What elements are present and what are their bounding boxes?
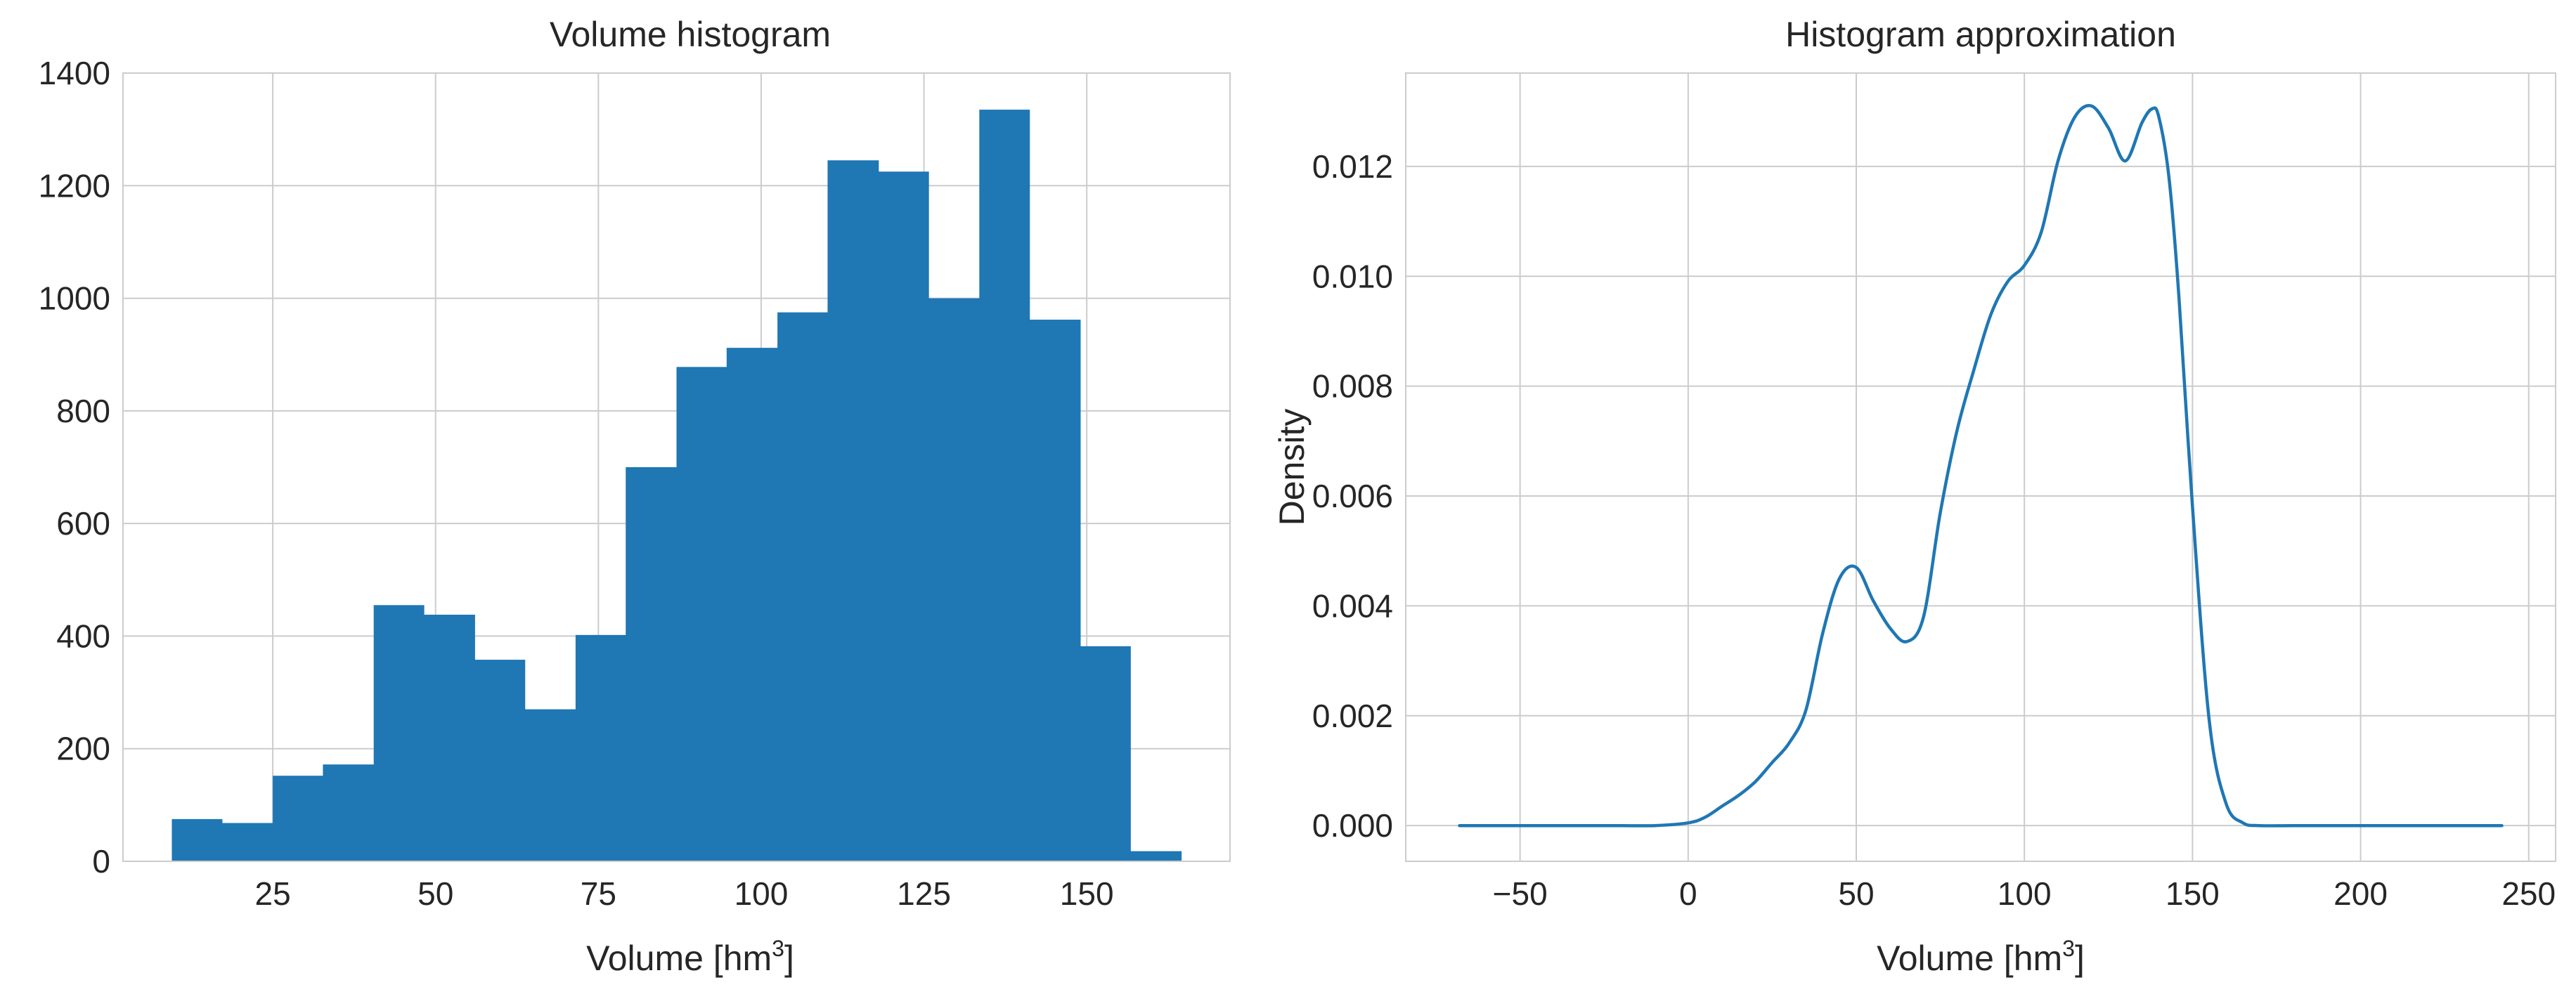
y-tick-label: 800 — [56, 393, 110, 429]
x-tick-label: 250 — [2501, 875, 2556, 912]
x-tick-label: 150 — [1060, 875, 1114, 912]
y-tick-label: 0.000 — [1312, 807, 1393, 844]
plot-area — [1406, 73, 2556, 861]
chart-title: Histogram approximation — [1785, 15, 2176, 54]
histogram-bar — [1029, 320, 1081, 861]
x-tick-label: 25 — [255, 875, 291, 912]
x-axis-label-main: Volume [hm — [1877, 939, 2062, 978]
histogram-bar — [221, 823, 273, 861]
density-curve — [1458, 104, 2504, 828]
histogram-bar — [524, 709, 576, 861]
histogram-bar — [626, 467, 678, 861]
y-tick-label: 0.006 — [1312, 478, 1393, 514]
y-tick-label: 1200 — [39, 167, 110, 204]
histogram-bar — [979, 110, 1030, 861]
histogram-bar — [827, 160, 879, 861]
histogram-bar — [171, 818, 223, 861]
y-tick-label: 400 — [56, 618, 110, 654]
tick-labels: −50 0 50 100 150 200 250 0.000 0.002 0.004 0.006 0.… — [1312, 148, 2556, 912]
x-axis-label-main: Volume [hm — [586, 939, 772, 978]
y-tick-label: 0.008 — [1312, 368, 1393, 405]
histogram-approximation-panel: −50 0 50 100 150 200 250 0.000 0.002 0.004 0.006 0.… — [1272, 15, 2556, 978]
y-axis-label: Density — [1272, 409, 1312, 526]
x-axis-label-sup: 3 — [2062, 936, 2075, 961]
y-tick-label: 0.004 — [1312, 587, 1393, 624]
histogram-bar — [373, 605, 425, 861]
histogram-bar — [424, 614, 475, 861]
volume-histogram-panel: 25 50 75 100 125 150 0 200 400 600 800 1000 1200 1400… — [39, 15, 1231, 978]
x-tick-label: 50 — [418, 875, 453, 912]
tick-labels: 25 50 75 100 125 150 0 200 400 600 800 1000 1200 1400 — [39, 55, 1114, 912]
x-axis-label-end: ] — [784, 939, 794, 978]
y-tick-label: 1000 — [39, 280, 110, 317]
x-axis-label-end: ] — [2075, 939, 2085, 978]
axes-frame — [122, 72, 1231, 862]
x-tick-label: 125 — [897, 875, 951, 912]
chart-title: Volume histogram — [550, 15, 831, 54]
histogram-bar — [1080, 646, 1131, 861]
histogram-bar — [575, 634, 626, 861]
histogram-bar — [323, 764, 375, 861]
histogram-bar — [474, 660, 526, 861]
histogram-bar — [273, 776, 324, 861]
histogram-bar — [726, 348, 778, 861]
y-tick-label: 600 — [56, 505, 110, 542]
axes-frame — [1405, 72, 2556, 862]
y-tick-label: 0.002 — [1312, 698, 1393, 734]
histogram-bars — [171, 110, 1182, 862]
y-tick-label: 200 — [56, 731, 110, 767]
y-tick-label: 0 — [92, 843, 110, 880]
x-tick-label: 100 — [1998, 875, 2052, 912]
x-tick-label: 200 — [2334, 875, 2388, 912]
x-tick-label: −50 — [1493, 875, 1548, 912]
x-tick-label: 50 — [1838, 875, 1874, 912]
density-line — [1458, 104, 2504, 828]
x-tick-label: 150 — [2166, 875, 2220, 912]
x-tick-label: 100 — [734, 875, 789, 912]
histogram-bar — [1130, 851, 1182, 861]
y-tick-label: 1400 — [39, 55, 110, 91]
histogram-bar — [878, 171, 929, 861]
histogram-bar — [777, 312, 829, 861]
y-tick-label: 0.010 — [1312, 258, 1393, 294]
x-tick-label: 75 — [581, 875, 616, 912]
x-axis-label: Volume [hm3] — [1877, 936, 2085, 978]
x-axis-label: Volume [hm3] — [586, 936, 794, 978]
histogram-bar — [676, 367, 727, 861]
x-axis-label-sup: 3 — [772, 936, 784, 961]
histogram-bar — [928, 298, 980, 862]
x-tick-label: 0 — [1679, 875, 1697, 912]
y-tick-label: 0.012 — [1312, 148, 1393, 185]
